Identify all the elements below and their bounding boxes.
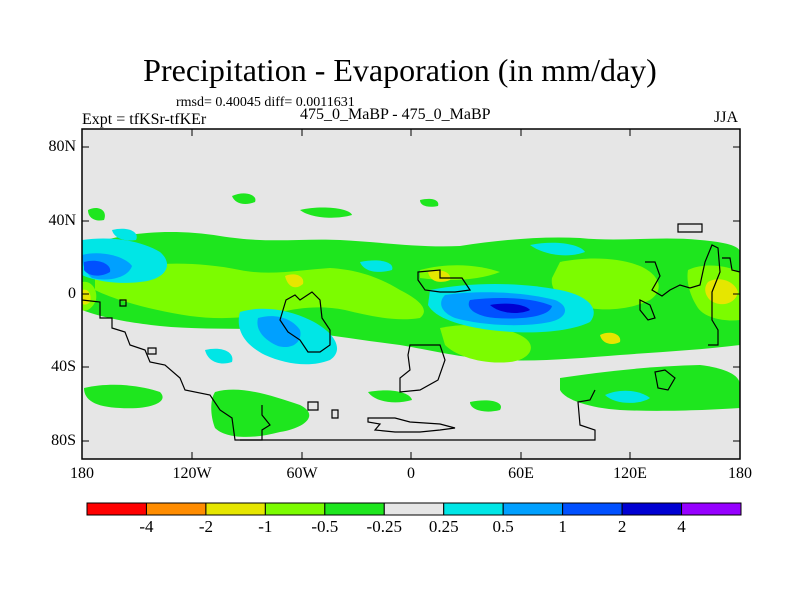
contour-spot — [428, 270, 451, 282]
contour-patch — [560, 365, 740, 411]
colorbar-swatch — [383, 502, 445, 516]
coastline-africa-west — [279, 291, 331, 353]
contour-patch — [211, 389, 310, 437]
colorbar-tick-label: -4 — [139, 517, 154, 536]
coastline-island — [119, 299, 127, 307]
lon-label-120e: 120E — [613, 465, 647, 482]
experiment-label: Expt = tfKSr-tfKEr — [82, 111, 207, 128]
axis-ticks — [82, 129, 740, 459]
contour-region — [112, 228, 137, 241]
colorbar-swatch — [621, 502, 683, 516]
contour-patch — [420, 198, 439, 207]
coastline-island — [147, 347, 157, 355]
lat-label-0: 0 — [68, 285, 76, 302]
lat-label-40s: 40S — [51, 358, 76, 375]
contour-region — [360, 260, 393, 272]
lat-label-80n: 80N — [48, 138, 76, 155]
lon-label-60e: 60E — [508, 465, 534, 482]
contour-region — [257, 316, 301, 348]
contour-region — [205, 348, 233, 364]
colorbar-swatch — [324, 502, 385, 516]
contour-patch — [84, 384, 163, 409]
colorbar-tick-label: 4 — [677, 517, 686, 536]
colorbar-swatch — [681, 502, 742, 516]
contour-patch — [300, 207, 352, 218]
lon-label-0: 0 — [407, 465, 415, 482]
colorbar-tick-label: -0.25 — [366, 517, 402, 536]
coastline-africa-south — [399, 344, 446, 393]
contour-band — [440, 324, 531, 363]
contour-patch — [470, 400, 501, 412]
contour-core — [84, 260, 111, 276]
colorbar-tick-label: 2 — [617, 517, 627, 536]
contour-spot — [285, 274, 304, 288]
lon-label-180e: 180 — [728, 465, 752, 482]
season-label: JJA — [714, 109, 739, 126]
contour-patch — [88, 208, 105, 221]
colorbar-swatch — [502, 502, 564, 516]
contour-spot — [705, 279, 738, 305]
colorbar-tick-label: 1 — [558, 517, 567, 536]
rmsd-diff-stats: rmsd= 0.40045 diff= 0.0011631 — [176, 95, 355, 110]
difference-label: 475_0_MaBP - 475_0_MaBP — [300, 106, 491, 123]
coastline-australia — [654, 369, 676, 391]
coastline-asia — [645, 244, 721, 346]
colorbar-swatch — [205, 502, 266, 516]
colorbar-tick-label: -0.5 — [311, 517, 339, 536]
coastline-indonesia — [639, 299, 656, 321]
coastline-north-africa — [417, 269, 472, 293]
coastline-island — [307, 401, 319, 411]
contour-patch — [605, 390, 650, 403]
colorbar — [86, 502, 742, 516]
coastline-antarctica — [367, 417, 456, 433]
colorbar-tick-label: -1 — [258, 517, 273, 536]
coastline-antarctica-edge — [240, 389, 596, 441]
contour-fields — [82, 193, 740, 437]
lat-label-80s: 80S — [51, 432, 76, 449]
coastline-south-america — [81, 299, 271, 441]
colorbar-tick-label: 0.25 — [428, 517, 459, 536]
plot-title: Precipitation - Evaporation (in mm/day) — [143, 52, 657, 88]
coastline-island — [331, 409, 339, 419]
lon-label-180w: 180 — [70, 465, 94, 482]
coastline-japan — [677, 223, 703, 233]
colorbar-swatch — [145, 502, 207, 516]
contour-spot — [600, 332, 621, 344]
colorbar-swatch — [264, 502, 326, 516]
colorbar-tick-label: -2 — [198, 517, 213, 536]
coastline-east — [722, 257, 741, 273]
contour-core — [490, 303, 530, 313]
colorbar-swatch — [443, 502, 504, 516]
lon-label-60w: 60W — [286, 465, 318, 482]
contour-band — [95, 263, 424, 320]
coastlines — [81, 223, 741, 441]
contour-patch — [368, 390, 412, 403]
colorbar-swatch — [86, 502, 147, 516]
contour-region — [530, 242, 585, 256]
lat-label-40n: 40N — [48, 212, 76, 229]
colorbar-swatch — [562, 502, 623, 516]
contour-patch — [232, 193, 256, 204]
lon-label-120w: 120W — [172, 465, 212, 482]
colorbar-tick-label: 0.5 — [492, 517, 514, 536]
